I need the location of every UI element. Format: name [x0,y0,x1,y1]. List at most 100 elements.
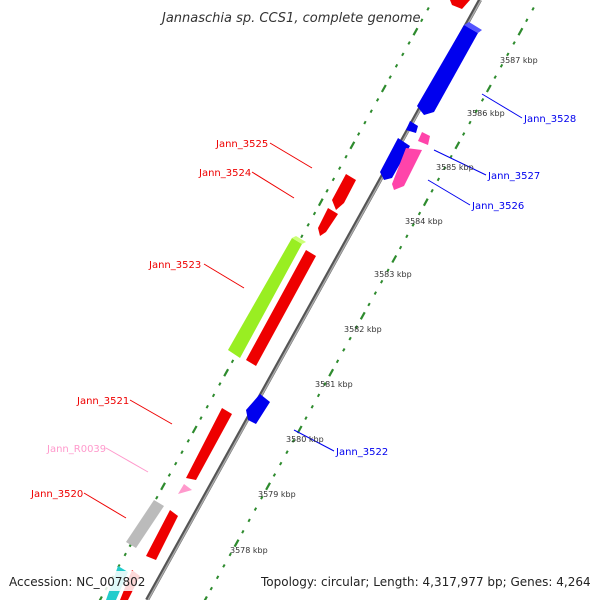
tick-mark [367,302,371,307]
gene-arrow-jann-3521[interactable] [186,408,232,480]
tick-mark [230,359,235,364]
tick-mark [344,154,348,159]
tick-mark [493,75,497,79]
gene-label-jann-3522[interactable]: Jann_3522 [335,447,388,458]
tick-mark [380,84,387,93]
map-title: Jannaschia sp. CCS1, complete genome [159,11,421,26]
kbp-label-3586: 3586 kbp [467,109,505,118]
gene-arrow-jann-3523-green-shade [292,236,306,244]
gene-label-jann-r0039[interactable]: Jann_R0039 [46,444,106,455]
tick-mark [499,63,504,68]
kbp-label-3584: 3584 kbp [405,217,443,226]
tick-mark [300,234,304,239]
tick-mark [317,198,324,207]
tick-mark [199,416,203,420]
tick-mark [180,450,184,455]
gene-arrow-jann-3526[interactable] [392,148,422,190]
tick-mark [405,234,409,239]
tick-mark [373,291,377,295]
gene-arrow-jann-3524[interactable] [318,208,338,236]
tick-mark [363,120,367,125]
topology-text: Topology: circular; Length: 4,317,977 bp… [260,575,591,589]
tick-mark [203,595,208,600]
tick-mark [349,141,356,150]
tick-mark [260,495,264,500]
gene-arrow-jann-3528[interactable] [417,25,478,115]
tick-mark [211,393,216,398]
tick-mark [354,325,359,330]
gene-arrow-jann-3525[interactable] [332,174,356,210]
tick-mark [233,539,240,548]
tick-mark [412,27,419,36]
tick-mark [436,177,441,182]
kbp-label-3582: 3582 kbp [344,325,382,334]
tick-mark [398,245,403,250]
gene-arrow-jann-3523[interactable] [246,250,316,366]
tick-mark [323,382,327,386]
tick-mark [512,41,516,45]
kbp-label-3578: 3578 kbp [230,546,268,555]
tick-mark [380,279,384,284]
gene-arrow-jann-3523-green[interactable] [228,238,302,358]
gene-labels: Jann_3528 Jann_3527 Jann_3526 Jann_3525 … [30,114,576,500]
kbp-label-3587: 3587 kbp [500,56,538,65]
gene-label-jann-3523[interactable]: Jann_3523 [148,260,201,271]
tick-mark [359,311,366,320]
tick-mark [391,254,398,264]
tick-mark [310,404,314,409]
footer-topology-bg [258,571,594,591]
tick-mark [517,27,524,36]
kbp-label-3585: 3585 kbp [436,163,474,172]
tick-mark [279,461,283,466]
tick-mark [417,211,422,216]
gene-arrow-jann-3520[interactable] [146,510,178,560]
tick-mark [241,529,245,534]
gene-label-jann-3527[interactable]: Jann_3527 [487,171,540,182]
leader-lines [83,93,523,519]
tick-mark [426,7,430,11]
gene-label-jann-3526[interactable]: Jann_3526 [471,201,524,212]
kbp-label-3581: 3581 kbp [315,380,353,389]
gene-label-jann-3524[interactable]: Jann_3524 [198,168,251,179]
tick-mark [325,188,329,193]
tick-mark [462,132,466,136]
gene-arrow-jann-3526-small[interactable] [418,132,430,145]
tick-mark [411,223,415,227]
tick-mark [422,198,429,207]
gene-arrow-jann-r0039[interactable] [178,484,192,494]
kbp-label-3579: 3579 kbp [258,490,296,499]
accession-text: Accession: NC_007802 [9,575,145,589]
gene-label-jann-3528[interactable]: Jann_3528 [523,114,576,125]
tick-mark [531,7,535,11]
gene-arrow-top-red[interactable] [450,0,470,9]
tick-mark [525,18,529,23]
gene-label-jann-3521[interactable]: Jann_3521 [76,396,129,407]
tick-mark [155,495,159,500]
tick-mark [160,482,166,491]
tick-mark [388,75,392,79]
tick-mark [375,98,380,102]
tick-mark [468,120,472,125]
footer-accession-bg [6,571,146,591]
tick-mark [328,368,335,377]
gene-arrow-jann-3528-top [464,22,482,33]
tick-mark [228,552,232,557]
kbp-label-3580: 3580 kbp [286,435,324,444]
tick-mark [474,109,478,114]
kbp-label-3583: 3583 kbp [374,270,412,279]
gene-label-jann-3520[interactable]: Jann_3520 [30,489,83,500]
tick-mark [312,211,317,216]
tick-mark [285,450,289,455]
tick-mark [335,359,340,364]
gene-arrow-small-blue[interactable] [406,121,418,133]
tick-mark [304,416,308,420]
gene-arrow-gray[interactable] [126,500,164,548]
gene-arrow-jann-3522[interactable] [246,394,270,424]
gene-arrow-jann-3527[interactable] [380,138,410,180]
tick-mark [291,439,295,443]
gene-label-jann-3525[interactable]: Jann_3525 [215,139,268,150]
tick-mark [209,586,213,591]
tick-mark [407,41,411,45]
tick-mark [167,473,172,477]
tick-mark [223,368,230,377]
